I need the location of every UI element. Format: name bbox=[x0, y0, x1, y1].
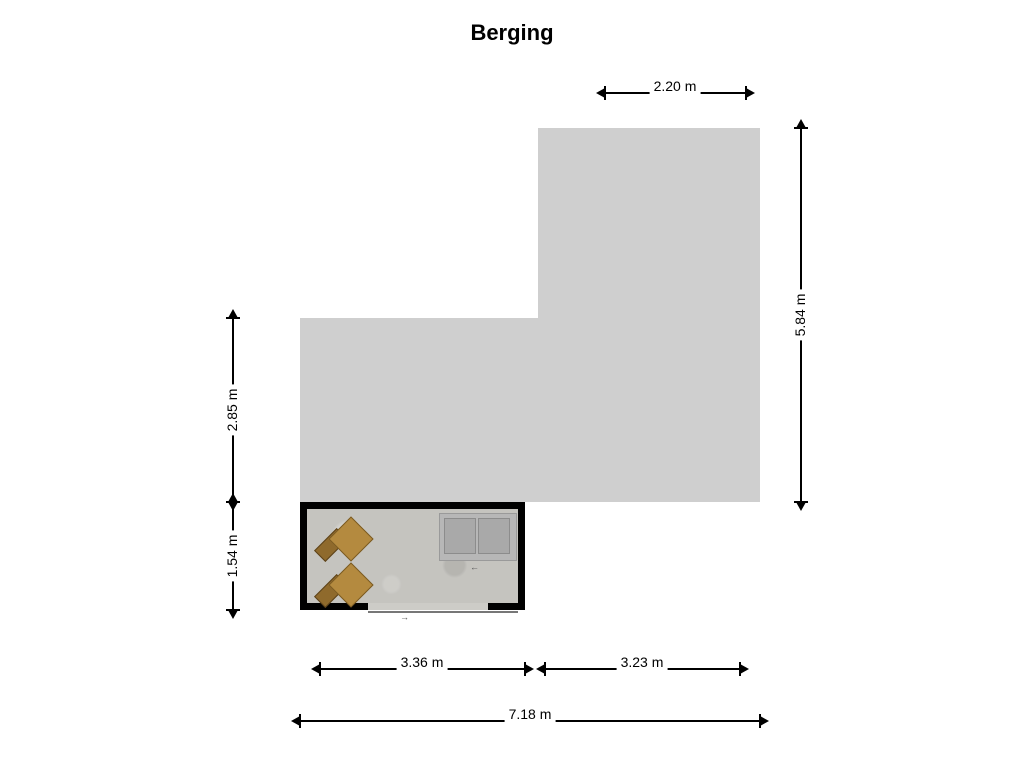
dim-label: 2.20 m bbox=[650, 78, 701, 94]
dim-tick bbox=[226, 501, 240, 503]
floorplan-stage: Berging → ← 2.20 m 5.84 m bbox=[0, 0, 1024, 768]
dim-label: 3.36 m bbox=[397, 654, 448, 670]
dim-tick bbox=[745, 86, 747, 100]
dim-arrow-icon bbox=[740, 664, 749, 674]
door-opening bbox=[368, 603, 488, 610]
plan-title: Berging bbox=[0, 20, 1024, 46]
dim-tick bbox=[299, 714, 301, 728]
door-track bbox=[368, 611, 518, 613]
door-arrow-icon: → bbox=[400, 612, 409, 622]
dim-tick bbox=[524, 662, 526, 676]
dim-arrow-icon bbox=[796, 502, 806, 511]
dim-label: 7.18 m bbox=[505, 706, 556, 722]
dim-arrow-icon bbox=[525, 664, 534, 674]
dim-label: 3.23 m bbox=[617, 654, 668, 670]
dim-arrow-icon bbox=[760, 716, 769, 726]
sink-basin bbox=[444, 518, 476, 554]
dim-label: 2.85 m bbox=[224, 385, 240, 436]
dim-tick bbox=[226, 609, 240, 611]
dim-arrow-icon bbox=[228, 610, 238, 619]
dim-label: 5.84 m bbox=[792, 290, 808, 341]
room-berging bbox=[300, 502, 525, 610]
door-arrow-icon: ← bbox=[470, 562, 479, 572]
dim-tick bbox=[544, 662, 546, 676]
sink-unit bbox=[439, 513, 517, 561]
chair-icon bbox=[325, 561, 369, 605]
mass-upper-right-block bbox=[538, 128, 760, 502]
sink-basin bbox=[478, 518, 510, 554]
dim-label: 1.54 m bbox=[224, 531, 240, 582]
dim-tick bbox=[739, 662, 741, 676]
dim-tick bbox=[794, 501, 808, 503]
dim-tick bbox=[226, 317, 240, 319]
dim-tick bbox=[604, 86, 606, 100]
dim-tick bbox=[794, 127, 808, 129]
dim-tick bbox=[759, 714, 761, 728]
dim-arrow-icon bbox=[746, 88, 755, 98]
dim-tick bbox=[319, 662, 321, 676]
chair-icon bbox=[325, 515, 369, 559]
